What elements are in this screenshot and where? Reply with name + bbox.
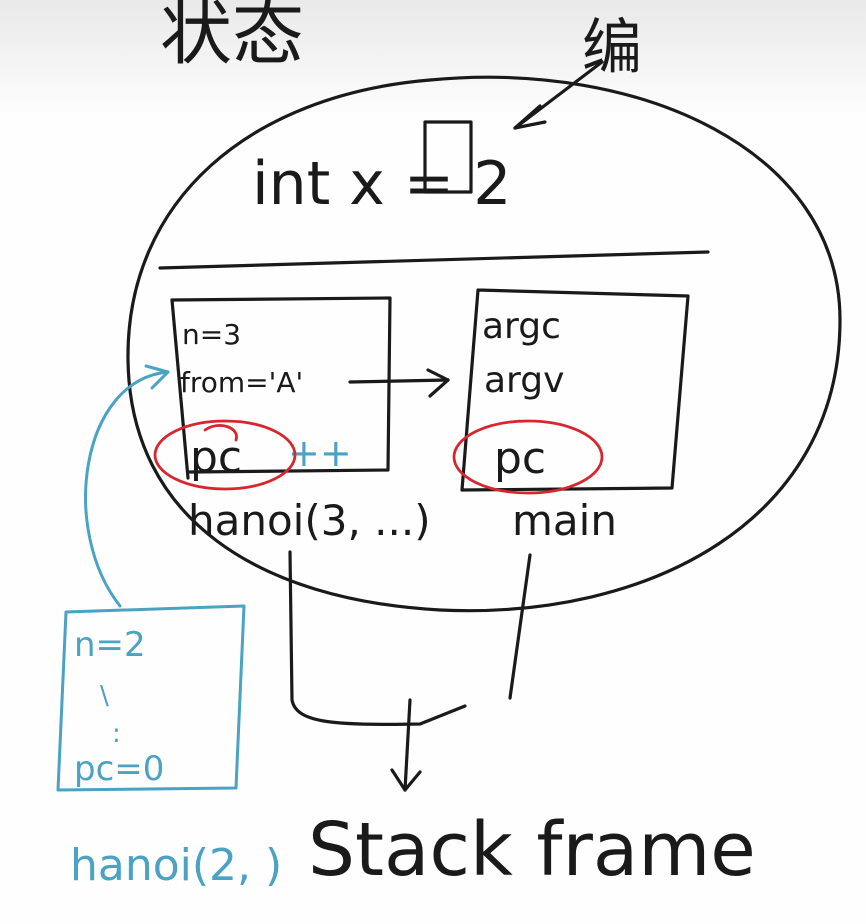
top-shadow <box>0 0 866 120</box>
frame-link-arrow <box>348 378 450 384</box>
main-frame-label: main <box>512 496 617 545</box>
new-frame-line-1: n=2 <box>74 625 146 665</box>
hanoi-frame-left-edge <box>170 298 190 480</box>
hanoi-frame-label: hanoi(3, ...) <box>188 496 431 545</box>
hanoi-pc-increment: ++ <box>288 431 352 475</box>
caption-arrow <box>403 698 412 792</box>
caption-arrow-head <box>390 768 422 792</box>
frame-link-arrow-head <box>426 368 450 398</box>
new-frame-line-2: \ <box>100 681 109 711</box>
new-frame-box <box>56 604 246 792</box>
hanoi-pc-text: pc <box>190 432 242 483</box>
main-frame-line-2: argv <box>484 360 564 401</box>
global-divider-line <box>158 250 710 270</box>
hanoi-pc-circle <box>153 419 297 491</box>
top-title-fragment: 状态 <box>160 0 304 75</box>
hanoi-pc-arrow <box>203 424 238 442</box>
top-note-fragment: 编 <box>582 13 642 83</box>
global-variable-text: int x = 2 <box>252 149 511 219</box>
main-frame-line-1: argc <box>482 306 561 347</box>
main-label-connector <box>508 553 532 700</box>
main-pc-circle <box>452 419 604 495</box>
hanoi-frame-line-2: from='A' <box>180 366 303 399</box>
new-frame-line-4: pc=0 <box>74 749 164 789</box>
main-pc-text: pc <box>494 433 546 484</box>
new-frame-label: hanoi(2, ) <box>70 840 282 891</box>
x-highlight-box <box>423 120 473 194</box>
stack-frame-caption: Stack frame <box>308 807 756 893</box>
new-frame-line-3: : <box>112 719 121 749</box>
annotation-arrow-head <box>513 104 547 130</box>
call-arrow <box>84 370 170 608</box>
hanoi-label-connector <box>288 550 467 727</box>
process-address-space-circle <box>126 75 842 613</box>
call-arrow-head <box>144 364 170 390</box>
main-frame-box <box>460 288 690 492</box>
hanoi-frame-line-1: n=3 <box>182 318 241 351</box>
